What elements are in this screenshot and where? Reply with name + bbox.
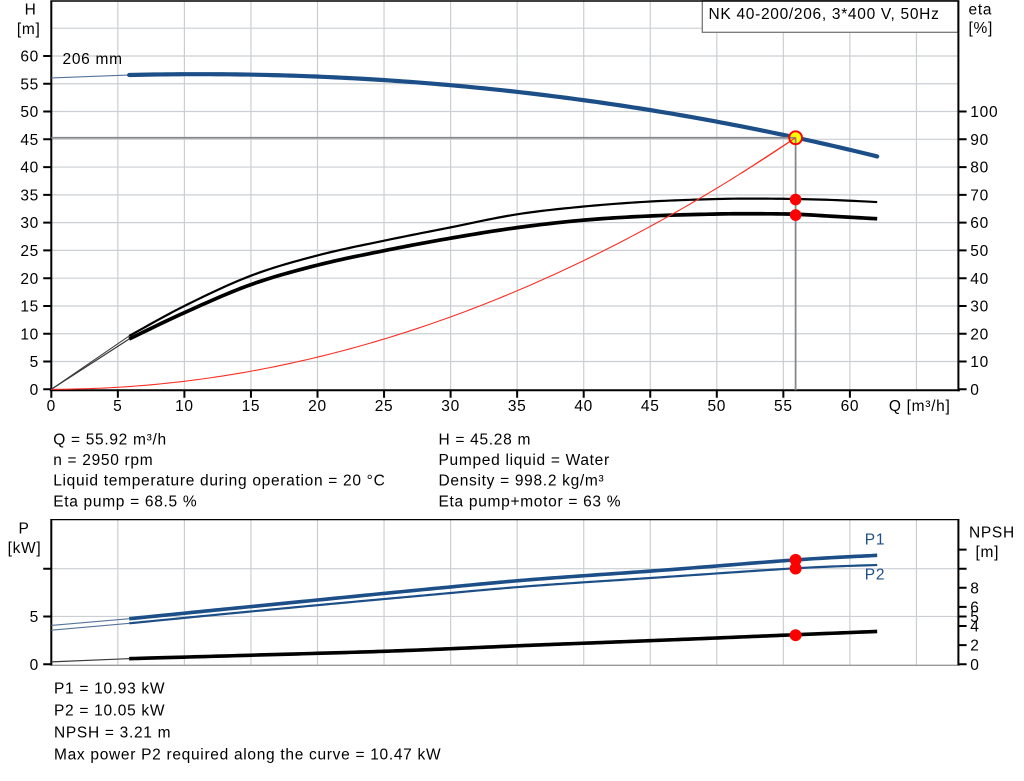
svg-text:45: 45	[20, 132, 39, 149]
svg-text:Eta pump+motor = 63 %: Eta pump+motor = 63 %	[439, 493, 622, 510]
svg-text:0: 0	[30, 657, 39, 674]
svg-text:35: 35	[508, 398, 527, 415]
svg-text:[m]: [m]	[17, 21, 41, 38]
svg-text:206 mm: 206 mm	[63, 51, 123, 68]
svg-text:5: 5	[30, 609, 39, 626]
svg-text:30: 30	[970, 299, 989, 316]
svg-text:n = 2950 rpm: n = 2950 rpm	[53, 452, 153, 469]
svg-text:70: 70	[970, 187, 989, 204]
svg-text:80: 80	[970, 160, 989, 177]
svg-text:Q [m³/h]: Q [m³/h]	[889, 398, 951, 415]
svg-text:P2 = 10.05 kW: P2 = 10.05 kW	[54, 702, 165, 719]
svg-text:5: 5	[113, 398, 122, 415]
svg-text:60: 60	[841, 398, 860, 415]
svg-text:H = 45.28 m: H = 45.28 m	[439, 431, 532, 448]
svg-text:5: 5	[30, 354, 39, 371]
svg-text:90: 90	[970, 132, 989, 149]
svg-text:100: 100	[970, 104, 998, 121]
svg-text:40: 40	[20, 160, 39, 177]
svg-text:35: 35	[20, 187, 39, 204]
svg-text:Q = 55.92 m³/h: Q = 55.92 m³/h	[53, 431, 167, 448]
svg-text:[m]: [m]	[976, 544, 1000, 561]
svg-text:H: H	[25, 2, 37, 19]
svg-text:50: 50	[20, 104, 39, 121]
svg-text:P1 = 10.93 kW: P1 = 10.93 kW	[54, 680, 165, 697]
svg-text:20: 20	[20, 271, 39, 288]
svg-text:P2: P2	[865, 567, 885, 584]
svg-text:4: 4	[970, 619, 979, 636]
svg-text:50: 50	[707, 398, 726, 415]
svg-text:40: 40	[970, 271, 989, 288]
svg-text:Pumped liquid = Water: Pumped liquid = Water	[439, 452, 610, 469]
svg-text:60: 60	[970, 215, 989, 232]
svg-text:60: 60	[20, 49, 39, 66]
svg-text:0: 0	[970, 657, 979, 674]
svg-text:[%]: [%]	[969, 20, 994, 37]
svg-text:0: 0	[47, 398, 56, 415]
svg-text:55: 55	[20, 76, 39, 93]
svg-text:Density = 998.2 kg/m³: Density = 998.2 kg/m³	[439, 473, 605, 490]
svg-text:6: 6	[970, 600, 979, 617]
svg-text:30: 30	[441, 398, 460, 415]
svg-text:15: 15	[20, 299, 39, 316]
svg-text:25: 25	[375, 398, 394, 415]
svg-text:50: 50	[970, 243, 989, 260]
svg-text:30: 30	[20, 215, 39, 232]
svg-text:2: 2	[970, 638, 979, 655]
svg-text:55: 55	[774, 398, 793, 415]
svg-text:10: 10	[20, 326, 39, 343]
svg-text:P: P	[18, 521, 29, 538]
svg-text:25: 25	[20, 243, 39, 260]
svg-text:eta: eta	[969, 2, 993, 19]
svg-text:5: 5	[970, 609, 979, 626]
svg-text:Max power P2 required along th: Max power P2 required along the curve = …	[54, 746, 441, 763]
svg-text:10: 10	[175, 398, 194, 415]
svg-text:40: 40	[574, 398, 593, 415]
svg-text:NPSH = 3.21 m: NPSH = 3.21 m	[54, 725, 171, 742]
svg-text:20: 20	[308, 398, 327, 415]
svg-text:Liquid temperature during oper: Liquid temperature during operation = 20…	[53, 473, 385, 490]
svg-text:NK 40-200/206, 3*400 V, 50Hz: NK 40-200/206, 3*400 V, 50Hz	[709, 6, 940, 23]
svg-text:[kW]: [kW]	[8, 540, 42, 557]
svg-text:45: 45	[641, 398, 660, 415]
svg-text:NPSH: NPSH	[969, 525, 1015, 542]
svg-text:0: 0	[970, 382, 979, 399]
svg-text:P1: P1	[865, 532, 885, 549]
svg-text:8: 8	[970, 580, 979, 597]
svg-text:10: 10	[970, 354, 989, 371]
svg-text:20: 20	[970, 326, 989, 343]
svg-text:15: 15	[242, 398, 261, 415]
svg-text:0: 0	[30, 382, 39, 399]
svg-text:Eta pump = 68.5 %: Eta pump = 68.5 %	[53, 493, 197, 510]
